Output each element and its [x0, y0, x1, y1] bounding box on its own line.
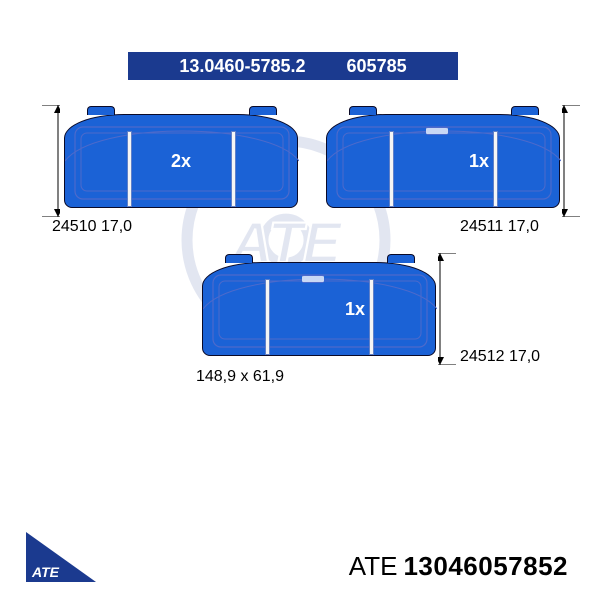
diagram-canvas: { "header": { "left": "13.0460-5785.2", … [0, 0, 600, 600]
header-left: 13.0460-5785.2 [161, 52, 323, 80]
header-bar: 13.0460-5785.2 605785 [128, 52, 458, 80]
pad-right-top: 1x [326, 114, 560, 208]
footer-brand: ATE [349, 551, 398, 581]
size-label: 148,9 x 61,9 [180, 368, 300, 386]
pad-bottom-dim: 24512 17,0 [460, 348, 580, 366]
pad-right-top-dim: 24511 17,0 [460, 218, 580, 236]
footer-text: ATE13046057852 [349, 551, 568, 582]
pad-bottom-qty: 1x [345, 299, 365, 320]
pad-left-dim: 24510 17,0 [52, 218, 162, 236]
dim-arrows-right1 [562, 105, 580, 217]
pad-left: 2x [64, 114, 298, 208]
pad-left-qty: 2x [171, 151, 191, 172]
pad-right-top-qty: 1x [469, 151, 489, 172]
header-right: 605785 [329, 52, 425, 80]
dim-arrows-left [42, 105, 60, 217]
footer-logo-text: ATE [32, 564, 59, 580]
pad-bottom: 1x [202, 262, 436, 356]
footer-ate-logo: ATE [26, 532, 96, 582]
footer-partno: 13046057852 [403, 551, 568, 581]
dim-arrows-right2 [438, 253, 456, 365]
